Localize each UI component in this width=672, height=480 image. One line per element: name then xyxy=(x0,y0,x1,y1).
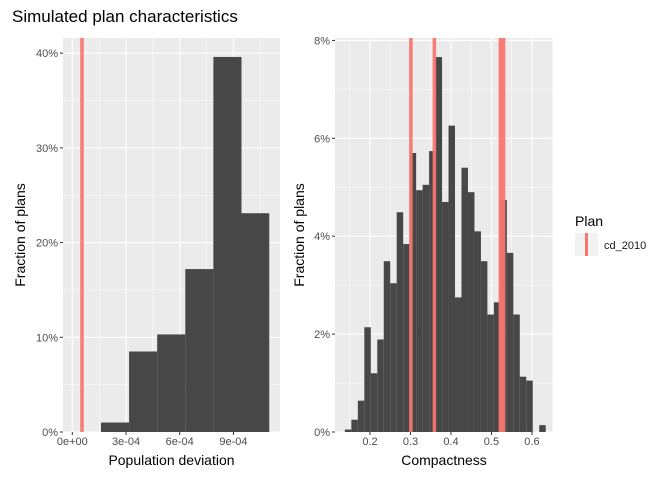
histogram-bar xyxy=(526,380,533,432)
histogram-bar xyxy=(480,261,488,432)
histogram-bar xyxy=(351,419,358,432)
x-tick-label: 0.6 xyxy=(524,436,539,448)
histogram-bar xyxy=(390,283,397,432)
y-tick-label: 6% xyxy=(314,133,330,145)
histogram-bar xyxy=(129,351,158,432)
y-tick-label: 4% xyxy=(314,231,330,243)
y-tick-label: 0% xyxy=(314,427,330,439)
histogram-bar xyxy=(377,339,384,432)
y-axis-label: Fraction of plans xyxy=(291,183,307,287)
histogram-bar xyxy=(455,297,462,432)
histogram-bar xyxy=(467,192,475,432)
histogram-bar xyxy=(461,167,468,433)
histogram-bar xyxy=(344,429,352,432)
histogram-bar xyxy=(487,314,494,432)
x-axis-label: Population deviation xyxy=(108,452,234,468)
y-tick-label: 40% xyxy=(36,48,58,60)
x-tick-label: 0.3 xyxy=(403,436,418,448)
histogram-bar xyxy=(429,151,436,433)
legend-title: Plan xyxy=(575,213,603,229)
histogram-bar xyxy=(493,302,501,432)
x-axis-label: Compactness xyxy=(401,452,487,468)
y-tick-label: 8% xyxy=(314,35,330,47)
histogram-bar xyxy=(396,212,404,432)
histogram-bar xyxy=(383,261,391,432)
histogram-bar xyxy=(213,56,242,432)
y-axis-label: Fraction of plans xyxy=(12,183,28,287)
histogram-bar xyxy=(513,314,520,432)
x-tick-label: 0.4 xyxy=(443,436,458,448)
histogram-bar xyxy=(157,334,186,432)
legend-label: cd_2010 xyxy=(604,240,646,252)
histogram-bar xyxy=(435,57,443,433)
histogram-bar xyxy=(474,231,481,432)
legend: Plan cd_2010 xyxy=(575,213,646,256)
panel-population-deviation: 0e+00 3e-04 6e-04 9e-04 0% 10% 20% 30% 40% Popula… xyxy=(12,38,280,468)
histogram-bar xyxy=(403,244,410,432)
histogram-bar xyxy=(506,252,514,432)
x-tick-label: 0.2 xyxy=(362,436,377,448)
histogram-bar xyxy=(422,184,430,432)
x-tick-label: 6e-04 xyxy=(166,436,194,448)
histogram-bar xyxy=(409,153,417,433)
histogram-bar xyxy=(185,269,214,432)
histogram-bar xyxy=(442,201,449,432)
y-tick-label: 0% xyxy=(42,427,58,439)
x-tick-label: 3e-04 xyxy=(112,436,140,448)
histogram-bar xyxy=(357,400,365,432)
x-tick-label: 9e-04 xyxy=(219,436,247,448)
panel-compactness: 0.2 0.3 0.4 0.5 0.6 0% 2% 4% 6% 8% Compactness Frac… xyxy=(291,35,553,468)
y-tick-label: 30% xyxy=(36,143,58,155)
histogram-bar xyxy=(100,422,130,432)
legend-key-line xyxy=(585,233,588,256)
y-tick-label: 10% xyxy=(36,332,58,344)
histogram-bar xyxy=(370,373,378,432)
plot-title: Simulated plan characteristics xyxy=(12,7,238,26)
histogram-bar xyxy=(364,327,371,432)
y-tick-label: 20% xyxy=(36,238,58,250)
histogram-bar xyxy=(539,425,546,432)
y-tick-label: 2% xyxy=(314,329,330,341)
x-tick-label: 0.5 xyxy=(484,436,499,448)
histogram-bar xyxy=(519,376,527,432)
histogram-bar xyxy=(448,125,456,433)
histogram-bar xyxy=(416,190,423,432)
histogram-bar xyxy=(241,213,270,432)
x-tick-label: 0e+00 xyxy=(57,436,88,448)
